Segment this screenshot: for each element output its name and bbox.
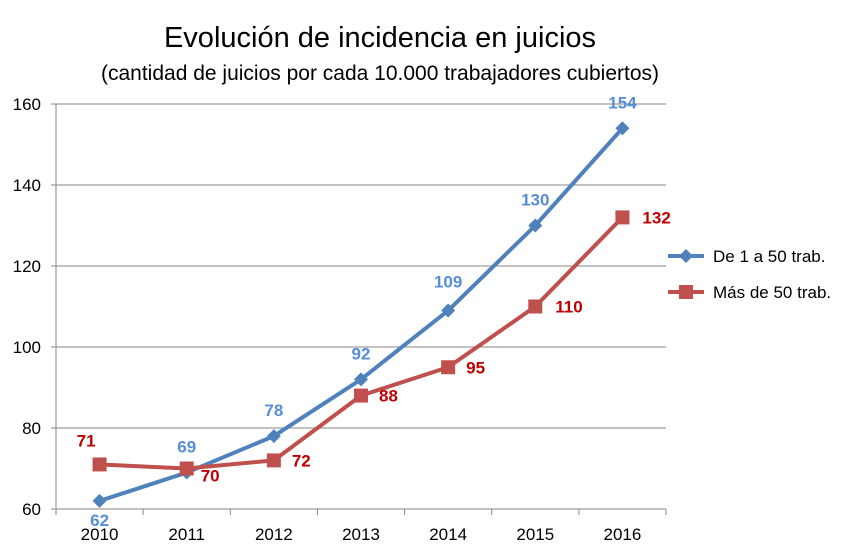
- series-2-data-label-2013: 88: [379, 387, 398, 406]
- series-2-point-2014: [441, 360, 456, 375]
- series-2-data-label-2012: 72: [292, 451, 311, 470]
- series-group: 62 69 78 92 109 130 154 71 70 72 88 95 110 132: [77, 93, 671, 530]
- series-1-data-label-2016: 154: [608, 93, 637, 112]
- x-tick-label-2014: 2014: [429, 525, 467, 544]
- legend-item-2: Más de 50 trab.: [668, 283, 831, 302]
- y-tick-label-80: 80: [22, 419, 41, 438]
- legend-marker-1: [679, 249, 693, 263]
- y-tick-label-100: 100: [13, 338, 41, 357]
- series-1-data-label-2010: 62: [90, 511, 109, 530]
- series-2-point-2012: [266, 453, 281, 468]
- series-2-point-2010: [92, 457, 107, 472]
- x-axis-ticks: 2010 2011 2012 2013 2014 2015 2016: [55, 509, 667, 544]
- legend-label-2: Más de 50 trab.: [713, 283, 831, 302]
- series-1-data-label-2011: 69: [177, 438, 196, 457]
- series-1-data-label-2012: 78: [264, 401, 283, 420]
- x-tick-label-2013: 2013: [342, 525, 380, 544]
- series-1-point-2012: [266, 429, 281, 444]
- y-tick-label-60: 60: [22, 500, 41, 519]
- y-tick-label-140: 140: [13, 176, 41, 195]
- series-2-data-label-2016: 132: [642, 208, 670, 227]
- series-1-point-2015: [528, 218, 543, 233]
- legend-item-1: De 1 a 50 trab.: [668, 247, 825, 266]
- x-tick-label-2015: 2015: [516, 525, 554, 544]
- series-1-point-2014: [441, 303, 456, 318]
- y-axis-ticks: 60 80 100 120 140 160: [13, 95, 56, 519]
- legend: De 1 a 50 trab. Más de 50 trab.: [668, 247, 831, 302]
- series-2-point-2011: [179, 461, 194, 476]
- series-1-data-label-2014: 109: [434, 273, 462, 292]
- series-2-data-label-2014: 95: [466, 358, 485, 377]
- series-2-data-label-2011: 70: [201, 467, 220, 486]
- y-tick-label-120: 120: [13, 257, 41, 276]
- axes: [55, 104, 666, 510]
- series-1-data-label-2015: 130: [521, 191, 549, 210]
- x-tick-label-2010: 2010: [81, 525, 119, 544]
- series-1-point-2010: [92, 493, 107, 508]
- series-1-point-2016: [615, 121, 630, 136]
- legend-label-1: De 1 a 50 trab.: [713, 247, 825, 266]
- x-tick-label-2011: 2011: [168, 525, 205, 544]
- y-tick-label-160: 160: [13, 95, 41, 114]
- series-2-data-label-2010: 71: [77, 431, 96, 450]
- series-2-point-2013: [354, 388, 368, 403]
- grid-lines: [56, 103, 666, 429]
- series-2: 71 70 72 88 95 110 132: [77, 208, 671, 485]
- series-2-point-2016: [615, 210, 630, 225]
- chart-title: Evolución de incidencia en juicios: [163, 22, 597, 54]
- series-1-point-2013: [354, 372, 368, 387]
- x-tick-label-2016: 2016: [604, 525, 642, 544]
- series-line-2: [99, 216, 624, 471]
- chart-subtitle: (cantidad de juicios por cada 10.000 tra…: [100, 62, 659, 85]
- legend-marker-2: [679, 285, 693, 299]
- series-1-data-label-2013: 92: [352, 344, 371, 363]
- series-2-point-2015: [528, 299, 543, 314]
- series-2-data-label-2015: 110: [555, 298, 582, 317]
- x-tick-label-2012: 2012: [255, 525, 293, 544]
